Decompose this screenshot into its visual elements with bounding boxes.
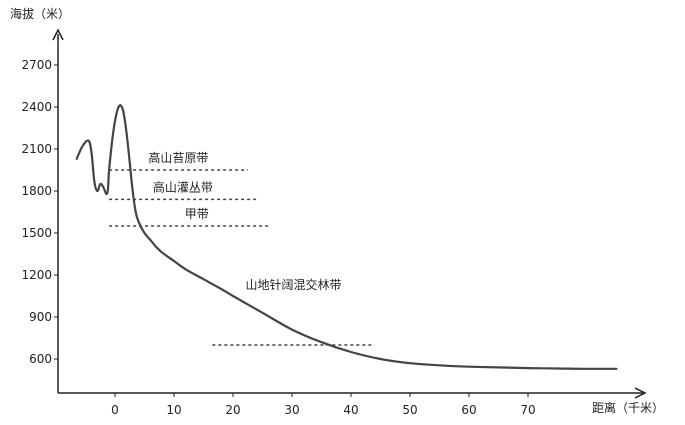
belt-label-4: 山地针阔混交林带 (245, 277, 341, 292)
y-tick-label-1800: 1800 (21, 184, 52, 198)
x-tick-label-60: 60 (461, 403, 476, 417)
ticks-group: 600 900 1200 1500 1800 2100 2400 2700 0 10 20 30 40 5… (21, 58, 535, 417)
y-axis-title: 海拔（米） (10, 6, 70, 21)
x-tick-label-0: 0 (111, 403, 119, 417)
y-tick-label-1500: 1500 (21, 226, 52, 240)
belt-label-2: 高山灌丛带 (153, 179, 213, 194)
x-tick-label-50: 50 (402, 403, 417, 417)
y-tick-label-2400: 2400 (21, 100, 52, 114)
y-tick-label-2700: 2700 (21, 58, 52, 72)
y-axis-arrow (52, 28, 64, 41)
series-group (75, 104, 618, 370)
x-tick-label-40: 40 (343, 403, 358, 417)
elevation-profile-line (75, 104, 618, 370)
x-tick-label-70: 70 (520, 403, 535, 417)
x-axis-title: 距离（千米） (592, 400, 664, 415)
y-tick-label-2100: 2100 (21, 142, 52, 156)
y-tick-label-600: 600 (29, 352, 52, 366)
y-tick-label-1200: 1200 (21, 268, 52, 282)
x-tick-label-30: 30 (284, 403, 299, 417)
x-axis-arrow (634, 387, 647, 399)
axes-group (52, 28, 647, 399)
belt-label-3: 甲带 (185, 207, 209, 221)
belt-label-1: 高山苔原带 (148, 150, 208, 165)
x-tick-label-10: 10 (166, 403, 181, 417)
x-tick-label-20: 20 (225, 403, 240, 417)
y-tick-label-900: 900 (29, 310, 52, 324)
